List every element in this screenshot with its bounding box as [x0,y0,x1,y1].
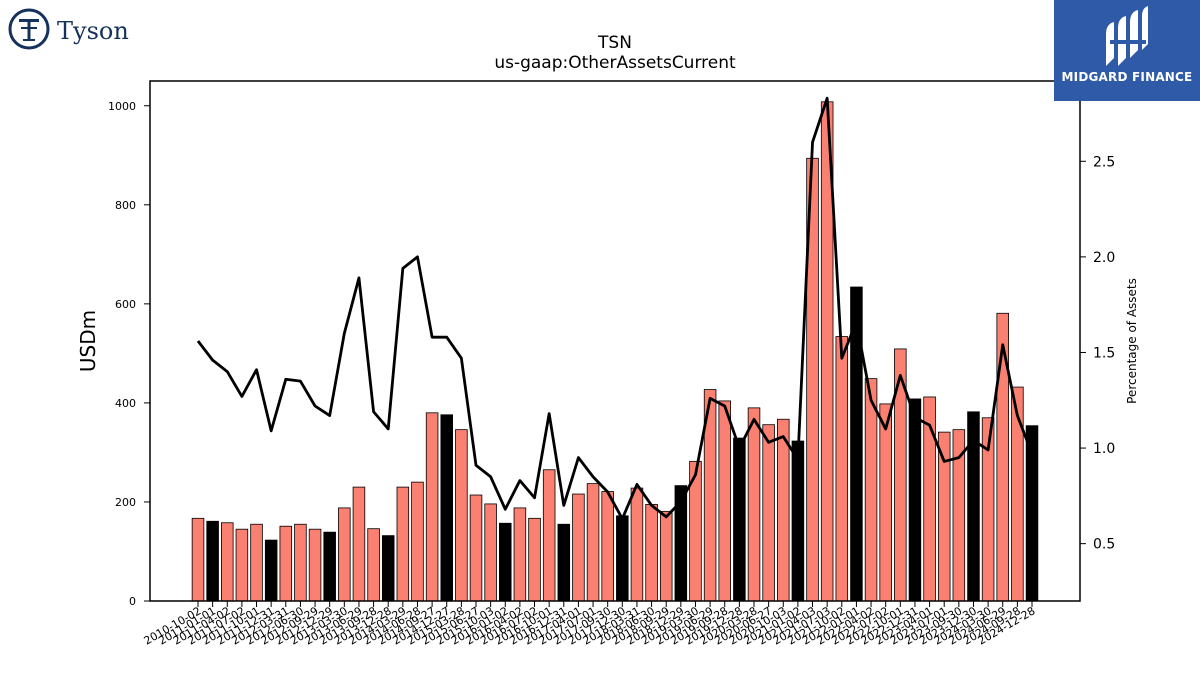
bar [264,539,278,602]
bar [352,486,366,602]
midgard-logo-text: MIDGARD FINANCE [1061,70,1193,84]
bar [279,525,293,602]
chart-subtitle: us-gaap:OtherAssetsCurrent [494,53,736,73]
bar [659,510,673,602]
bar [616,515,629,602]
bar [367,528,380,602]
chart-title: TSN [597,33,632,53]
bar [542,469,556,602]
y2-tick-label: 1.0 [1093,441,1115,457]
y-tick-label: 200 [115,496,136,509]
y2-tick-label: 1.5 [1093,345,1115,361]
bar [733,437,746,602]
bar [411,481,424,602]
bar [864,378,878,602]
tyson-logo-icon: Tyson [8,8,129,50]
y2-tick-label: 0.5 [1093,537,1115,553]
bar [235,528,249,602]
bar [513,507,527,602]
y-tick-label: 400 [115,397,136,410]
bar [440,414,453,602]
y-tick-label: 0 [129,595,136,608]
plot-frame [149,80,1081,602]
bar [630,487,644,602]
bar [455,429,468,602]
bar [645,504,658,602]
pct-line-series [196,96,1034,521]
bar [879,403,892,602]
bar [425,412,439,602]
y-axis-right: 0.5 1.0 1.5 2.0 2.5 [1080,154,1115,553]
bar [586,483,600,602]
x-axis: 2010-10-022011-01-012011-04-022011-07-02… [142,601,1038,648]
bar [791,440,805,602]
bar [250,523,263,602]
bar [835,336,849,602]
bar [908,398,922,602]
bar [338,507,351,602]
pct-line [196,96,1034,521]
bar [381,535,395,602]
bar [572,493,585,602]
bar [762,424,775,602]
y-axis-left: 0 200 400 600 800 1000 [108,100,150,608]
bar [528,517,541,602]
bar [469,494,483,602]
bar [601,491,614,602]
bar [484,503,497,602]
bar [396,486,410,602]
bar [323,531,336,602]
bar [499,522,512,602]
bar [747,407,761,602]
y-tick-label: 1000 [108,100,136,113]
bar [777,418,790,602]
tyson-logo: Tyson [8,8,148,52]
bar [937,431,951,602]
y-axis-label: USDm [76,310,100,372]
bar [191,517,205,602]
bar [996,312,1009,602]
y2-tick-label: 2.0 [1093,250,1115,266]
midgard-logo: MIDGARD FINANCE [1054,0,1200,101]
y2-tick-label: 2.5 [1093,154,1115,170]
bar [718,400,731,602]
bar [206,520,219,602]
bar-series [191,101,1039,602]
bar [221,522,234,602]
bar [952,429,966,602]
y-tick-label: 800 [115,199,136,212]
y-tick-label: 600 [115,298,136,311]
y2-axis-label: Percentage of Assets [1125,278,1139,404]
bar [294,523,307,602]
bar [557,523,571,602]
tyson-logo-text: Tyson [57,17,129,45]
midgard-logo-icon [1106,6,1148,66]
bar [308,528,322,602]
